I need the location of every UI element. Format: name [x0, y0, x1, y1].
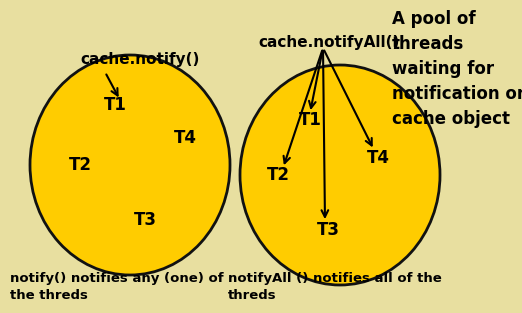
Text: notifyAll () notifies all of the
threds: notifyAll () notifies all of the threds	[228, 272, 442, 302]
Text: T1: T1	[299, 111, 322, 129]
Text: T1: T1	[103, 96, 126, 114]
Ellipse shape	[240, 65, 440, 285]
Text: T3: T3	[316, 221, 339, 239]
Text: A pool of
threads
waiting for
notification on
cache object: A pool of threads waiting for notificati…	[392, 10, 522, 128]
Text: T4: T4	[173, 129, 196, 147]
Text: T4: T4	[366, 149, 389, 167]
Text: cache.notifyAll(): cache.notifyAll()	[258, 35, 399, 50]
Text: cache.notify(): cache.notify()	[80, 52, 199, 67]
Text: T2: T2	[68, 156, 91, 174]
Text: T3: T3	[134, 211, 157, 229]
Ellipse shape	[30, 55, 230, 275]
Text: notify() notifies any (one) of
the threds: notify() notifies any (one) of the thred…	[10, 272, 223, 302]
Text: T2: T2	[267, 166, 290, 184]
